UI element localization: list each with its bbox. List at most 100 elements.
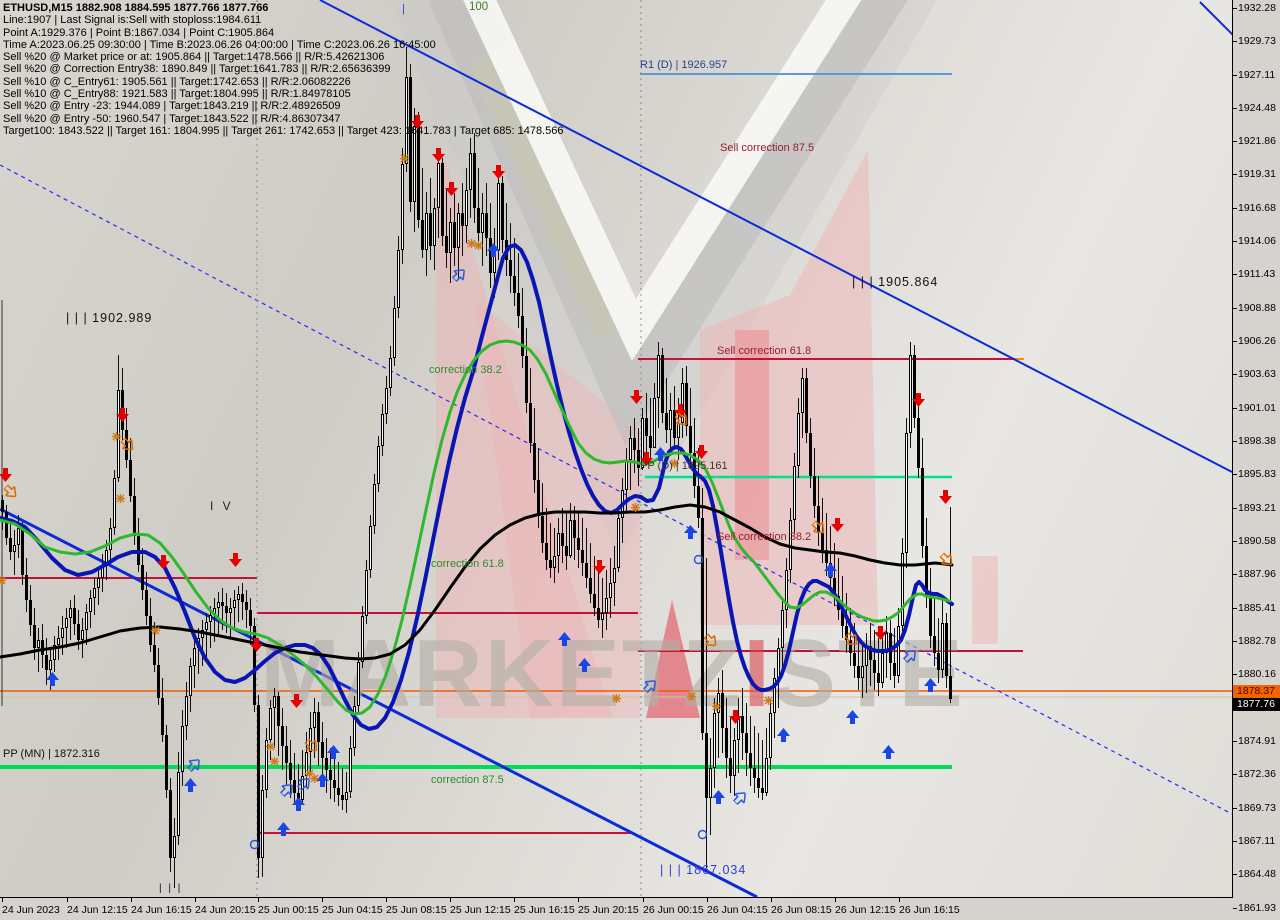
price-tick [1233,174,1237,175]
price-tick [1233,841,1237,842]
info-line: Sell %20 @ Entry -50: 1960.547 | Target:… [3,112,341,125]
price-label: 1916.68 [1238,202,1276,214]
chart-plot-area[interactable]: MARKETZISTE R1 (D) | 1926.957 PP (D) | 1… [0,0,1233,898]
time-tick [707,898,708,902]
price-label: 1874.91 [1238,735,1276,747]
time-label: 26 Jun 08:15 [771,904,832,916]
info-line: Sell %20 @ Correction Entry38: 1890.849 … [3,63,391,76]
price-label: 1914.06 [1238,235,1276,247]
info-line: Time A:2023.06.25 09:30:00 | Time B:2023… [3,38,436,51]
price-label: 1893.21 [1238,502,1276,514]
price-tick [1233,108,1237,109]
time-tick [450,898,451,902]
price-tick [1233,308,1237,309]
price-tick [1233,274,1237,275]
chart-labels-layer: R1 (D) | 1926.957 PP (D) | 1895.161 PP (… [3,1,937,894]
wave-label-1867: | | | 1867.034 [660,863,747,877]
time-tick [835,898,836,902]
correction-875-label: correction 87.5 [431,774,504,786]
time-label: 26 Jun 04:15 [707,904,768,916]
price-label: 1927.11 [1238,69,1276,81]
price-tick [1233,341,1237,342]
info-line: Point A:1929.376 | Point B:1867.034 | Po… [3,26,275,39]
time-label: 24 Jun 2023 [2,904,60,916]
time-tick [67,898,68,902]
price-tick [1233,874,1237,875]
price-label: 1898.38 [1238,435,1276,447]
price-label: 1869.73 [1238,802,1276,814]
correction-382-label: correction 38.2 [429,364,502,376]
time-axis[interactable]: 24 Jun 2023 24 Jun 12:15 24 Jun 16:15 24 Ju… [0,898,1232,920]
price-tick [1233,241,1237,242]
fib-100-label: 100 [469,1,489,13]
time-tick [643,898,644,902]
price-tick [1233,374,1237,375]
info-line: Sell %20 @ Market price or at: 1905.864 … [3,51,385,64]
price-label: 1908.88 [1238,302,1276,314]
wave-label-iv: I V [210,499,234,513]
r1-daily-label: R1 (D) | 1926.957 [640,59,728,71]
price-label: 1861.93 [1238,902,1276,914]
time-tick [771,898,772,902]
price-tick [1233,774,1237,775]
price-tick [1233,808,1237,809]
price-tick [1233,474,1237,475]
info-line: Sell %20 @ Entry -23: 1944.089 | Target:… [3,100,341,113]
time-tick [131,898,132,902]
time-tick [2,898,3,902]
price-label: 1867.11 [1238,835,1276,847]
price-label: 1895.83 [1238,468,1276,480]
time-label: 26 Jun 16:15 [899,904,960,916]
time-label: 24 Jun 16:15 [131,904,192,916]
price-label: 1885.41 [1238,602,1276,614]
price-tick [1233,508,1237,509]
info-line: Target100: 1843.522 || Target 161: 1804.… [3,124,564,137]
time-tick [578,898,579,902]
time-tick [386,898,387,902]
wave-label-1902: | | | 1902.989 [66,311,153,325]
time-label: 25 Jun 00:15 [258,904,319,916]
pp-daily-label: PP (D) | 1895.161 [640,460,728,472]
sell-correction-618-label: Sell correction 61.8 [717,345,812,357]
price-tick [1233,75,1237,76]
price-label: 1929.73 [1238,35,1276,47]
time-tick [899,898,900,902]
pp-monthly-label: PP (MN) | 1872.316 [3,748,100,760]
price-label: 1901.01 [1238,402,1276,414]
price-label: 1890.58 [1238,535,1276,547]
price-tick [1233,141,1237,142]
wave-label-small: | | | [159,883,183,894]
info-line: Sell %10 @ C_Entry61: 1905.561 || Target… [3,75,351,88]
time-label: 25 Jun 08:15 [386,904,447,916]
price-label: 1921.86 [1238,135,1276,147]
price-tick [1233,574,1237,575]
time-label: 25 Jun 04:15 [322,904,383,916]
price-label: 1924.48 [1238,102,1276,114]
time-label: 25 Jun 16:15 [514,904,575,916]
time-label: 26 Jun 00:15 [643,904,704,916]
price-tick [1233,641,1237,642]
price-tick [1233,41,1237,42]
time-tick [258,898,259,902]
price-tick [1233,441,1237,442]
signal-info-panel: ETHUSD,M15 1882.908 1884.595 1877.766 18… [3,2,563,137]
time-tick [195,898,196,902]
price-tick [1233,608,1237,609]
price-tick [1233,674,1237,675]
time-tick [514,898,515,902]
price-tick [1233,208,1237,209]
correction-618-label: correction 61.8 [431,558,504,570]
price-label: 1906.26 [1238,335,1276,347]
time-label: 25 Jun 12:15 [450,904,511,916]
sell-correction-382-label: Sell correction 38.2 [717,531,812,543]
price-tick [1233,741,1237,742]
price-axis[interactable]: 1878.37 1877.76 1932.28 1929.73 1927.11 192… [1233,0,1280,920]
ask-price-box: 1878.37 [1233,685,1280,698]
price-tick [1233,541,1237,542]
time-label: 24 Jun 12:15 [67,904,128,916]
price-label: 1932.28 [1238,2,1276,14]
price-label: 1887.96 [1238,568,1276,580]
info-line: Line:1907 | Last Signal is:Sell with sto… [3,14,262,27]
price-label: 1911.43 [1238,268,1276,280]
